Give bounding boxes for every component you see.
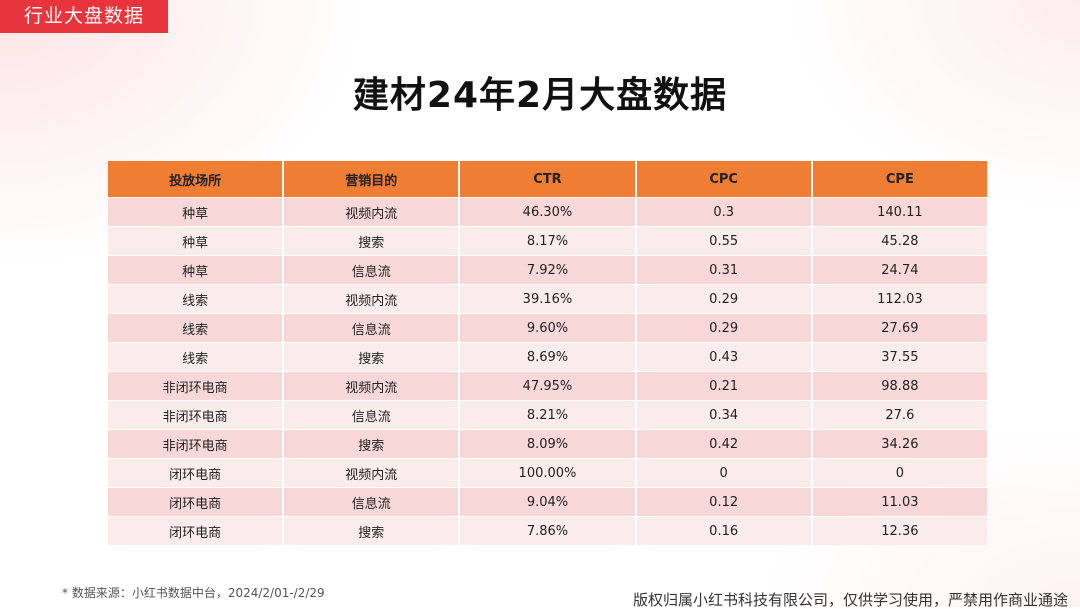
table-cell: 非闭环电商 bbox=[108, 372, 283, 400]
table-cell: 搜索 bbox=[284, 227, 459, 255]
table-header-row: 投放场所 营销目的 CTR CPC CPE bbox=[108, 161, 987, 197]
table-row: 种草 信息流 7.92% 0.31 24.74 bbox=[108, 256, 987, 284]
section-tag: 行业大盘数据 bbox=[0, 0, 168, 33]
table-cell: 0.43 bbox=[636, 343, 811, 371]
table-row: 线索 视频内流 39.16% 0.29 112.03 bbox=[108, 285, 987, 313]
table-cell: 种草 bbox=[108, 227, 283, 255]
table-row: 线索 信息流 9.60% 0.29 27.69 bbox=[108, 314, 987, 342]
table-cell: 闭环电商 bbox=[108, 488, 283, 516]
table-cell: 11.03 bbox=[812, 488, 987, 516]
table-cell: 视频内流 bbox=[284, 459, 459, 487]
column-header: CTR bbox=[460, 161, 635, 197]
table-cell: 12.36 bbox=[812, 517, 987, 545]
table-cell: 视频内流 bbox=[284, 198, 459, 226]
table-cell: 0.3 bbox=[636, 198, 811, 226]
table-cell: 0.29 bbox=[636, 314, 811, 342]
table-cell: 种草 bbox=[108, 256, 283, 284]
table-row: 非闭环电商 信息流 8.21% 0.34 27.6 bbox=[108, 401, 987, 429]
table-cell: 140.11 bbox=[812, 198, 987, 226]
table-cell: 0 bbox=[636, 459, 811, 487]
table-cell: 45.28 bbox=[812, 227, 987, 255]
table-cell: 搜索 bbox=[284, 343, 459, 371]
table-cell: 视频内流 bbox=[284, 372, 459, 400]
table-cell: 8.09% bbox=[460, 430, 635, 458]
table-cell: 信息流 bbox=[284, 401, 459, 429]
table-cell: 信息流 bbox=[284, 314, 459, 342]
table-row: 闭环电商 视频内流 100.00% 0 0 bbox=[108, 459, 987, 487]
table-row: 非闭环电商 视频内流 47.95% 0.21 98.88 bbox=[108, 372, 987, 400]
table-cell: 100.00% bbox=[460, 459, 635, 487]
table-cell: 34.26 bbox=[812, 430, 987, 458]
table-cell: 47.95% bbox=[460, 372, 635, 400]
table-cell: 信息流 bbox=[284, 488, 459, 516]
table-cell: 27.6 bbox=[812, 401, 987, 429]
column-header: CPC bbox=[636, 161, 811, 197]
table-cell: 0.31 bbox=[636, 256, 811, 284]
table-cell: 线索 bbox=[108, 343, 283, 371]
table-cell: 搜索 bbox=[284, 430, 459, 458]
table-cell: 37.55 bbox=[812, 343, 987, 371]
table-row: 闭环电商 搜索 7.86% 0.16 12.36 bbox=[108, 517, 987, 545]
table-cell: 24.74 bbox=[812, 256, 987, 284]
table-cell: 112.03 bbox=[812, 285, 987, 313]
table-cell: 8.69% bbox=[460, 343, 635, 371]
page-title: 建材24年2月大盘数据 bbox=[352, 75, 728, 116]
table-cell: 8.21% bbox=[460, 401, 635, 429]
table-cell: 7.86% bbox=[460, 517, 635, 545]
table-cell: 闭环电商 bbox=[108, 459, 283, 487]
table-cell: 0.16 bbox=[636, 517, 811, 545]
table-cell: 0.42 bbox=[636, 430, 811, 458]
table-cell: 种草 bbox=[108, 198, 283, 226]
table-cell: 视频内流 bbox=[284, 285, 459, 313]
table-cell: 98.88 bbox=[812, 372, 987, 400]
table-row: 种草 视频内流 46.30% 0.3 140.11 bbox=[108, 198, 987, 226]
column-header: CPE bbox=[812, 161, 987, 197]
table-cell: 闭环电商 bbox=[108, 517, 283, 545]
table-cell: 0.34 bbox=[636, 401, 811, 429]
table-cell: 27.69 bbox=[812, 314, 987, 342]
table-cell: 9.04% bbox=[460, 488, 635, 516]
table-cell: 线索 bbox=[108, 314, 283, 342]
source-note: * 数据来源：小红书数据中台，2024/2/01-/2/29 bbox=[62, 586, 325, 600]
table-cell: 搜索 bbox=[284, 517, 459, 545]
table-row: 种草 搜索 8.17% 0.55 45.28 bbox=[108, 227, 987, 255]
column-header: 投放场所 bbox=[108, 161, 283, 197]
table-cell: 非闭环电商 bbox=[108, 401, 283, 429]
table-cell: 9.60% bbox=[460, 314, 635, 342]
table-row: 非闭环电商 搜索 8.09% 0.42 34.26 bbox=[108, 430, 987, 458]
table-cell: 0.12 bbox=[636, 488, 811, 516]
table-cell: 非闭环电商 bbox=[108, 430, 283, 458]
table-cell: 0.55 bbox=[636, 227, 811, 255]
table-cell: 0 bbox=[812, 459, 987, 487]
column-header: 营销目的 bbox=[284, 161, 459, 197]
table-cell: 46.30% bbox=[460, 198, 635, 226]
table-cell: 39.16% bbox=[460, 285, 635, 313]
table-cell: 8.17% bbox=[460, 227, 635, 255]
table-cell: 0.21 bbox=[636, 372, 811, 400]
table-cell: 线索 bbox=[108, 285, 283, 313]
table-cell: 7.92% bbox=[460, 256, 635, 284]
table-row: 闭环电商 信息流 9.04% 0.12 11.03 bbox=[108, 488, 987, 516]
table-body: 种草 视频内流 46.30% 0.3 140.11 种草 搜索 8.17% 0.55 45.28 种… bbox=[108, 198, 987, 545]
table-cell: 信息流 bbox=[284, 256, 459, 284]
data-table: 投放场所 营销目的 CTR CPC CPE 种草 视频内流 46.30% 0.3 140… bbox=[106, 160, 989, 546]
table-cell: 0.29 bbox=[636, 285, 811, 313]
table-row: 线索 搜索 8.69% 0.43 37.55 bbox=[108, 343, 987, 371]
copyright-note: 版权归属小红书科技有限公司，仅供学习使用，严禁用作商业通途 bbox=[632, 591, 1068, 609]
